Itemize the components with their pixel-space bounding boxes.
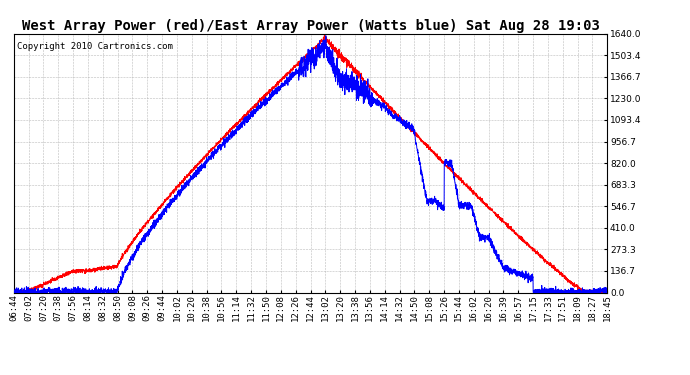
Text: Copyright 2010 Cartronics.com: Copyright 2010 Cartronics.com: [17, 42, 172, 51]
Title: West Array Power (red)/East Array Power (Watts blue) Sat Aug 28 19:03: West Array Power (red)/East Array Power …: [21, 19, 600, 33]
